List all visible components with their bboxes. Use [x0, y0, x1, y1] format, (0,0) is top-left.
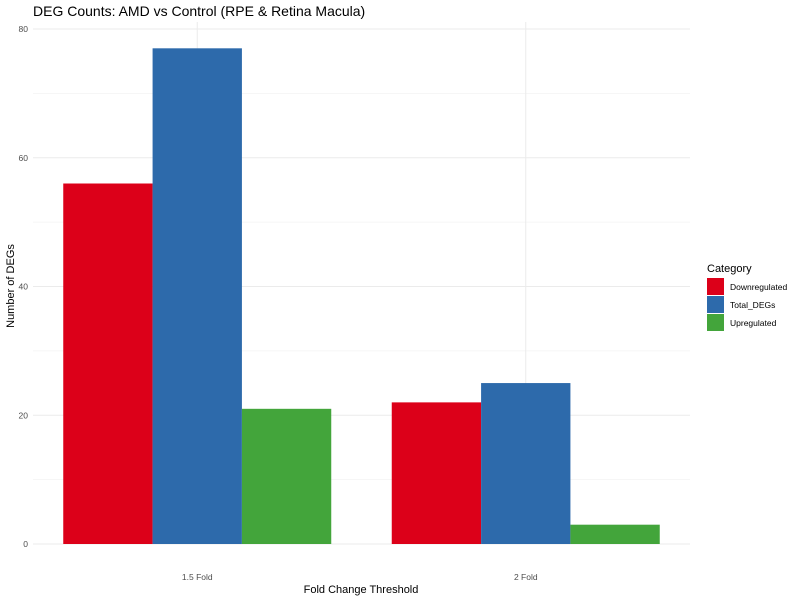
bar-total-degs-1-5-fold — [152, 48, 242, 544]
legend: Category Downregulated Total_DEGs Upregula… — [707, 263, 787, 331]
legend-key-upregulated — [707, 314, 724, 331]
legend-key-total-degs — [707, 296, 724, 313]
y-tick-label: 40 — [19, 282, 29, 292]
bar-total-degs-2-fold — [481, 383, 571, 544]
x-axis-ticks: 1.5 Fold 2 Fold — [182, 572, 538, 582]
legend-label-total-degs: Total_DEGs — [730, 300, 775, 310]
y-axis-title: Number of DEGs — [5, 244, 17, 328]
legend-title: Category — [707, 263, 752, 275]
bar-upregulated-2-fold — [570, 524, 660, 544]
y-tick-label: 20 — [19, 410, 29, 420]
bar-downregulated-1-5-fold — [63, 183, 153, 544]
bar-downregulated-2-fold — [391, 402, 482, 544]
bar-upregulated-1-5-fold — [241, 408, 332, 544]
y-axis-ticks: 0 20 40 60 80 — [19, 24, 29, 549]
x-tick-label: 2 Fold — [514, 572, 538, 582]
y-tick-label: 60 — [19, 153, 29, 163]
legend-label-downregulated: Downregulated — [730, 282, 787, 292]
y-tick-label: 0 — [23, 539, 28, 549]
x-tick-label: 1.5 Fold — [182, 572, 213, 582]
x-axis-title: Fold Change Threshold — [304, 584, 419, 596]
legend-label-upregulated: Upregulated — [730, 318, 777, 328]
y-tick-label: 80 — [19, 24, 29, 34]
chart-title: DEG Counts: AMD vs Control (RPE & Retina… — [33, 3, 365, 19]
bars — [63, 48, 660, 544]
legend-key-downregulated — [707, 278, 724, 295]
